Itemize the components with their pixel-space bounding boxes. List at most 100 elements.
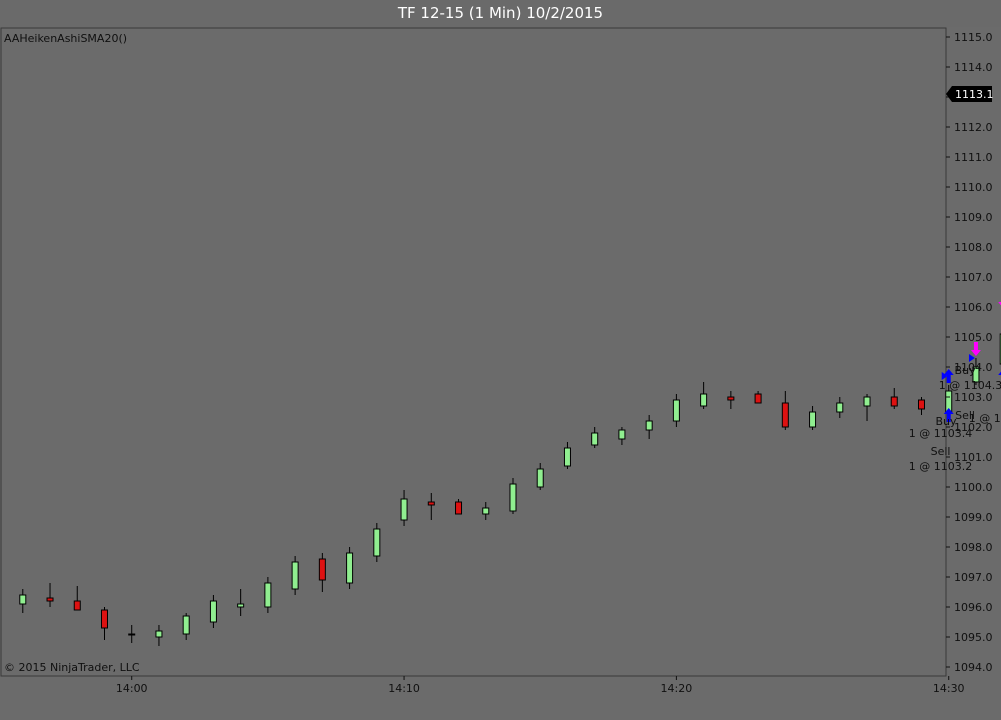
- trade-marks-layer: [941, 354, 975, 380]
- candle-body: [46, 597, 54, 602]
- x-axis: 14:0014:1014:2014:3014:4014:5015:0015:10…: [116, 676, 965, 695]
- candle-body: [727, 396, 735, 401]
- trade-annotation: 1 @ 1103.4: [909, 427, 972, 440]
- candle: [182, 613, 190, 640]
- window-title: TF 12-15 (1 Min) 10/2/2015: [0, 0, 1001, 27]
- y-tick-label: 1098.0: [954, 541, 993, 554]
- candle-body: [645, 420, 653, 431]
- candle-body: [482, 507, 490, 515]
- candle-body: [373, 528, 381, 557]
- candle-body: [972, 366, 980, 383]
- y-tick-label: 1097.0: [954, 571, 993, 584]
- x-tick-label: 14:10: [388, 682, 420, 695]
- trade-mark-icon: [968, 354, 975, 362]
- x-tick-label: 14:30: [933, 682, 965, 695]
- candle: [155, 625, 163, 646]
- y-tick-label: 1111.0: [954, 151, 993, 164]
- candle-body: [917, 399, 925, 410]
- y-tick-label: 1114.0: [954, 61, 993, 74]
- candle-body: [100, 609, 108, 629]
- candle: [400, 490, 408, 526]
- trade-annotation: Buy: [955, 364, 977, 377]
- candle-body: [346, 552, 354, 584]
- candle-body: [237, 603, 245, 608]
- candle-body: [754, 393, 762, 404]
- candle: [727, 391, 735, 409]
- candle: [264, 577, 272, 613]
- candle: [972, 358, 980, 385]
- x-tick-label: 14:00: [116, 682, 148, 695]
- candle: [781, 391, 789, 430]
- trade-annotation: 1 @ 1104.3: [969, 412, 1001, 425]
- indicator-label: AAHeikenAshiSMA20(): [4, 32, 127, 45]
- candle-body: [264, 582, 272, 608]
- trade-mark-icon: [941, 372, 948, 380]
- last-price-tag-shape: [946, 86, 992, 102]
- candle-body: [291, 561, 299, 590]
- candle-body: [182, 615, 190, 635]
- candle: [318, 553, 326, 592]
- copyright-label: © 2015 NinjaTrader, LLC: [4, 661, 140, 674]
- candle: [128, 625, 136, 643]
- candle-body: [836, 402, 844, 413]
- candle-body: [455, 501, 463, 515]
- candle: [917, 397, 925, 415]
- candle-body: [591, 432, 599, 446]
- candle: [645, 415, 653, 439]
- candle-body: [863, 396, 871, 407]
- candle-body: [19, 594, 27, 605]
- y-tick-label: 1099.0: [954, 511, 993, 524]
- last-price-tag-label: 1113.1: [955, 88, 994, 101]
- candle: [754, 391, 762, 404]
- x-tick-label: 14:20: [661, 682, 693, 695]
- buy-arrow-icon: [998, 371, 1001, 375]
- y-tick-label: 1095.0: [954, 631, 993, 644]
- sell-arrow-icon: [970, 342, 981, 356]
- candle-body: [809, 411, 817, 428]
- candle: [46, 583, 54, 607]
- sell-arrow-icon: [998, 302, 1001, 306]
- candle: [100, 607, 108, 640]
- candle: [19, 589, 27, 613]
- candle-body: [618, 429, 626, 440]
- candle-body: [209, 600, 217, 623]
- candle: [455, 499, 463, 515]
- candle-body: [73, 600, 81, 611]
- y-tick-label: 1112.0: [954, 121, 993, 134]
- candle-body: [672, 399, 680, 422]
- y-tick-label: 1100.0: [954, 481, 993, 494]
- y-tick-label: 1105.0: [954, 331, 993, 344]
- candle: [73, 586, 81, 611]
- buy-arrow-icon: [943, 408, 954, 422]
- candle: [700, 382, 708, 409]
- candle-body: [563, 447, 571, 467]
- candle: [427, 493, 435, 520]
- trade-annotation: Sell: [955, 409, 975, 422]
- y-tick-label: 1104.0: [954, 361, 993, 374]
- candle-body: [700, 393, 708, 407]
- candle-body: [890, 396, 898, 407]
- trade-annotation: Sell: [931, 445, 951, 458]
- trade-annotation: 1 @ 1103.2: [909, 460, 972, 473]
- candle: [591, 427, 599, 448]
- candle-body: [427, 501, 435, 506]
- y-tick-label: 1108.0: [954, 241, 993, 254]
- candle: [836, 397, 844, 418]
- signals-layer: [943, 302, 1001, 422]
- candle-body: [128, 633, 136, 636]
- candle: [237, 589, 245, 616]
- y-tick-label: 1101.0: [954, 451, 993, 464]
- candles-layer: [19, 333, 1001, 646]
- candle: [672, 394, 680, 427]
- plot-area: [0, 27, 947, 677]
- candle: [482, 502, 490, 520]
- y-tick-label: 1110.0: [954, 181, 993, 194]
- candle-body: [781, 402, 789, 428]
- trade-annotation: 1 @ 1104.3: [939, 379, 1001, 392]
- candle: [563, 442, 571, 469]
- candle-body: [318, 558, 326, 581]
- candle: [373, 523, 381, 562]
